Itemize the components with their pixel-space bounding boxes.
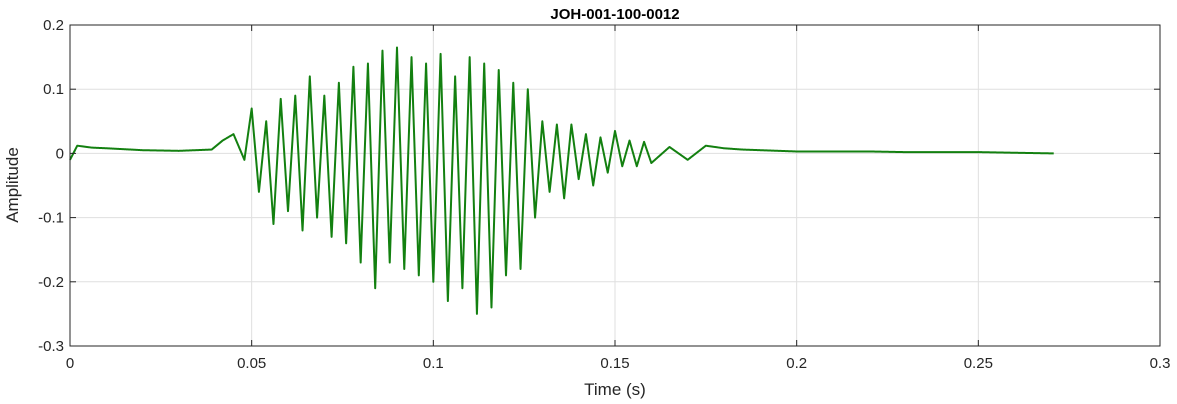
axis-ticks: 0 0.05 0.1 0.15 0.2 0.25 0.3 -0.3 -0.2 -0.1 0 0.1 0.… bbox=[38, 17, 1170, 372]
x-tick-label: 0 bbox=[66, 355, 74, 372]
y-axis-label: Amplitude bbox=[3, 147, 22, 223]
y-tick-label: 0 bbox=[56, 145, 64, 162]
x-tick-label: 0.1 bbox=[423, 355, 444, 372]
series-layer bbox=[69, 46, 1055, 315]
y-tick-label: -0.3 bbox=[38, 338, 64, 355]
y-tick-label: 0.2 bbox=[43, 17, 64, 34]
y-tick-label: -0.1 bbox=[38, 210, 64, 227]
x-axis-label: Time (s) bbox=[584, 380, 646, 399]
y-tick-label: -0.2 bbox=[38, 274, 64, 291]
chart-title: JOH-001-100-0012 bbox=[550, 6, 679, 23]
x-tick-label: 0.05 bbox=[237, 355, 266, 372]
x-tick-label: 0.2 bbox=[786, 355, 807, 372]
series-line bbox=[69, 46, 1055, 315]
y-tick-label: 0.1 bbox=[43, 81, 64, 98]
x-tick-label: 0.25 bbox=[964, 355, 993, 372]
x-tick-label: 0.3 bbox=[1150, 355, 1171, 372]
x-tick-label: 0.15 bbox=[600, 355, 629, 372]
